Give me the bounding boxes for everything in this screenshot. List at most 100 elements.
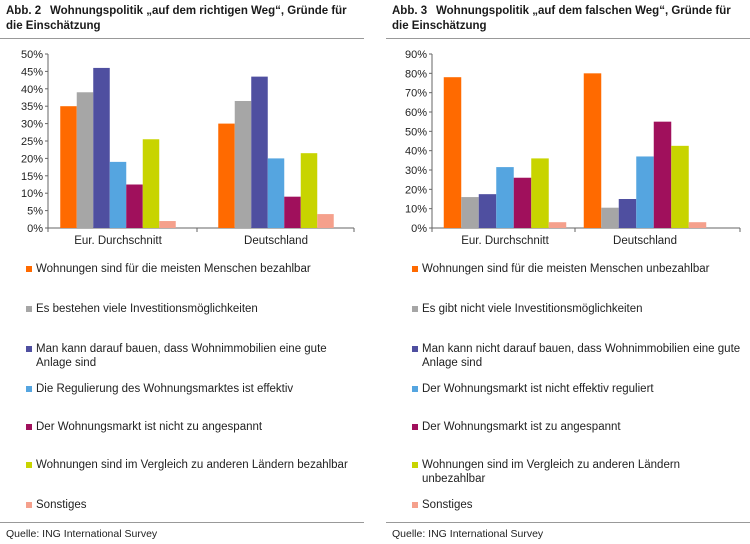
legend-swatch <box>26 346 32 352</box>
legend-label: Man kann darauf bauen, dass Wohnimmobili… <box>36 343 327 369</box>
legend-item: Es bestehen viele Investitionsmöglichkei… <box>26 302 356 316</box>
legend-item: Der Wohnungsmarkt ist zu angespannt <box>412 420 742 434</box>
legend-label: Man kann nicht darauf bauen, dass Wohnim… <box>422 343 741 369</box>
x-category-label: Deutschland <box>244 235 308 247</box>
source-rule <box>386 522 750 523</box>
bar <box>671 145 689 228</box>
bar <box>126 184 143 228</box>
legend-swatch <box>26 386 32 392</box>
bar <box>601 207 619 228</box>
y-tick-label: 40% <box>405 146 427 158</box>
y-tick-label: 50% <box>21 49 43 61</box>
legend-label: Wohnungen sind im Vergleich zu anderen L… <box>422 459 681 485</box>
legend-item: Man kann darauf bauen, dass Wohnimmobili… <box>26 342 356 370</box>
legend-swatch <box>26 502 32 508</box>
bar <box>583 73 602 228</box>
bar-chart-abb3: 0% 10% 20% 30% 40% 50% 60% 70% 80% 90% Eur. Durchs… <box>405 49 741 247</box>
y-tick-label: 70% <box>405 88 427 100</box>
legend-swatch <box>412 502 418 508</box>
y-tick-label: 10% <box>21 188 43 200</box>
legend-item: Es gibt nicht viele Investitionsmöglichk… <box>412 302 742 316</box>
x-category-label: Eur. Durchschnitt <box>74 235 162 247</box>
legend-item: Der Wohnungsmarkt ist nicht zu angespann… <box>26 420 356 434</box>
chart-panel-abb3: Abb. 3 Wohnungspolitik „auf dem falschen … <box>386 0 750 544</box>
bar <box>688 222 707 228</box>
bar <box>142 139 160 228</box>
y-tick-label: 45% <box>21 66 43 78</box>
legend-item: Wohnungen sind für die meisten Menschen … <box>412 262 742 276</box>
legend-swatch <box>412 386 418 392</box>
bar <box>251 76 268 228</box>
legend-item: Wohnungen sind im Vergleich zu anderen L… <box>412 458 742 486</box>
legend-item: Wohnungen sind für die meisten Menschen … <box>26 262 356 276</box>
chart-title: Abb. 3 Wohnungspolitik „auf dem falschen … <box>392 4 748 34</box>
source-rule <box>0 522 364 523</box>
legend-label: Der Wohnungsmarkt ist nicht zu angespann… <box>36 421 263 433</box>
legend-label: Der Wohnungsmarkt ist zu angespannt <box>422 421 621 433</box>
legend-swatch <box>26 424 32 430</box>
y-tick-label: 20% <box>21 153 43 165</box>
legend-swatch <box>26 462 32 468</box>
bar <box>267 158 285 228</box>
y-tick-label: 0% <box>411 223 427 235</box>
bar <box>636 156 654 228</box>
bar <box>531 158 549 228</box>
bar <box>653 121 672 228</box>
bar <box>93 67 110 228</box>
y-tick-label: 80% <box>405 68 427 80</box>
y-tick-label: 10% <box>405 204 427 216</box>
y-tick-label: 30% <box>21 119 43 131</box>
legend-label: Wohnungen sind im Vergleich zu anderen L… <box>36 459 348 471</box>
figure-number: Abb. 2 <box>6 5 42 17</box>
chart-title: Abb. 2 Wohnungspolitik „auf dem richtigen… <box>6 4 362 34</box>
legend-item: Wohnungen sind im Vergleich zu anderen L… <box>26 458 356 472</box>
y-tick-label: 40% <box>21 84 43 96</box>
legend-label: Es gibt nicht viele Investitionsmöglichk… <box>422 303 643 315</box>
y-tick-label: 5% <box>27 206 43 218</box>
bar <box>443 77 462 228</box>
bar <box>159 221 176 228</box>
y-tick-label: 90% <box>405 49 427 61</box>
chart-panel-abb2: Abb. 2 Wohnungspolitik „auf dem richtigen… <box>0 0 364 544</box>
bar <box>218 123 235 228</box>
legend-swatch <box>412 424 418 430</box>
x-category-label: Deutschland <box>613 235 677 247</box>
source-note: Quelle: ING International Survey <box>392 528 544 540</box>
bar <box>300 153 318 228</box>
y-tick-label: 35% <box>21 101 43 113</box>
legend-item: Die Regulierung des Wohnungsmarktes ist … <box>26 382 356 396</box>
legend-label: Wohnungen sind für die meisten Menschen … <box>422 263 710 275</box>
bar-chart-abb2: 0% 5% 10% 15% 20% 25% 30% 35% 40% 45% 50% Eur. Durc… <box>21 49 355 247</box>
legend-item: Der Wohnungsmarkt ist nicht effektiv reg… <box>412 382 742 396</box>
legend-swatch <box>412 306 418 312</box>
legend-label: Der Wohnungsmarkt ist nicht effektiv reg… <box>422 383 654 395</box>
y-tick-label: 50% <box>405 126 427 138</box>
y-tick-label: 15% <box>21 171 43 183</box>
y-tick-label: 60% <box>405 107 427 119</box>
y-tick-label: 30% <box>405 165 427 177</box>
y-tick-label: 0% <box>27 223 43 235</box>
legend-swatch <box>26 306 32 312</box>
source-note: Quelle: ING International Survey <box>6 528 158 540</box>
legend-label: Die Regulierung des Wohnungsmarktes ist … <box>36 383 294 395</box>
legend-label: Es bestehen viele Investitionsmöglichkei… <box>36 303 258 315</box>
legend-label: Sonstiges <box>422 499 473 511</box>
legend-label: Wohnungen sind für die meisten Menschen … <box>36 263 311 275</box>
legend-item: Sonstiges <box>26 498 356 512</box>
bar <box>618 199 637 228</box>
legend-item: Sonstiges <box>412 498 742 512</box>
bar <box>76 92 94 228</box>
title-rule <box>0 38 364 39</box>
bar <box>496 167 514 228</box>
legend-swatch <box>412 346 418 352</box>
legend-swatch <box>412 462 418 468</box>
bar <box>317 214 334 228</box>
title-rule <box>386 38 750 39</box>
x-category-label: Eur. Durchschnitt <box>461 235 549 247</box>
y-tick-label: 20% <box>405 184 427 196</box>
legend-label: Sonstiges <box>36 499 87 511</box>
bar <box>461 197 479 228</box>
bar <box>234 100 252 228</box>
figure-title: Wohnungspolitik „auf dem richtigen Weg“,… <box>6 5 347 32</box>
bar <box>478 194 497 228</box>
